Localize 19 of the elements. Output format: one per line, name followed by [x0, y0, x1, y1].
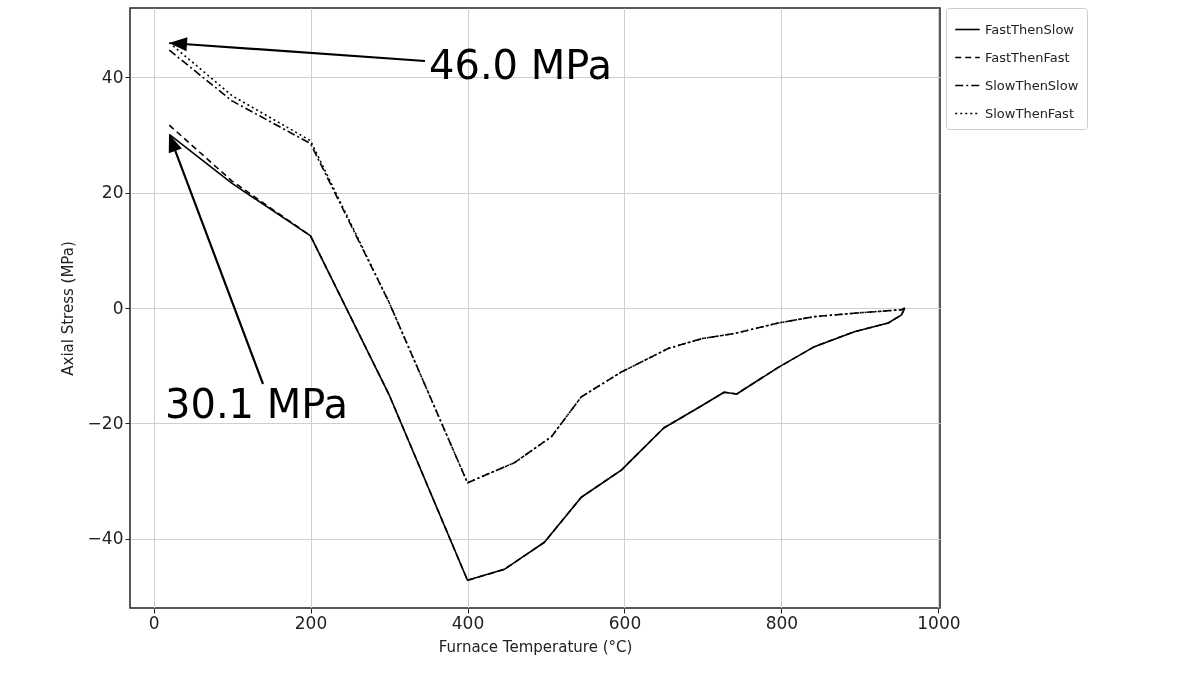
x-tick-label: 1000: [917, 612, 961, 633]
y-tick-label: −20: [87, 412, 124, 433]
y-tick-label: 40: [101, 66, 124, 87]
annotation: 30.1 MPa: [165, 381, 349, 427]
x-tick-label: 0: [148, 612, 160, 633]
x-tick-label: 600: [608, 612, 642, 633]
legend-label: FastThenFast: [985, 49, 1070, 65]
x-tick-label: 200: [294, 612, 328, 633]
legend-label: SlowThenFast: [985, 105, 1074, 121]
y-axis-title: Axial Stress (MPa): [58, 241, 77, 376]
x-tick-label: 800: [765, 612, 799, 633]
y-tick-label: 20: [101, 182, 124, 203]
y-tick-label: 0: [112, 297, 124, 318]
legend-label: SlowThenSlow: [985, 77, 1079, 93]
y-tick-label: −40: [87, 528, 124, 549]
annotation: 46.0 MPa: [429, 42, 613, 88]
legend-label: FastThenSlow: [985, 21, 1075, 37]
x-tick-label: 400: [451, 612, 485, 633]
x-axis-title: Furnace Temperature (°C): [438, 637, 633, 656]
